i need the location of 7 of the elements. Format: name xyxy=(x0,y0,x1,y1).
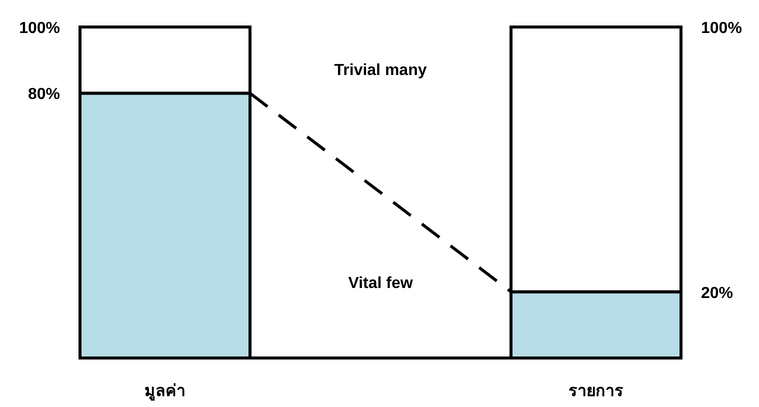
annotation: Vital few xyxy=(348,275,414,292)
y-tick-label: 80% xyxy=(28,86,60,104)
x-tick-label: รายการ xyxy=(568,383,624,400)
y2-tick-label: 100% xyxy=(701,20,742,37)
annotation: Trivial many xyxy=(334,62,427,79)
y2-tick-label: 20% xyxy=(701,284,734,302)
x-tick-label: มูลค่า xyxy=(144,383,186,402)
